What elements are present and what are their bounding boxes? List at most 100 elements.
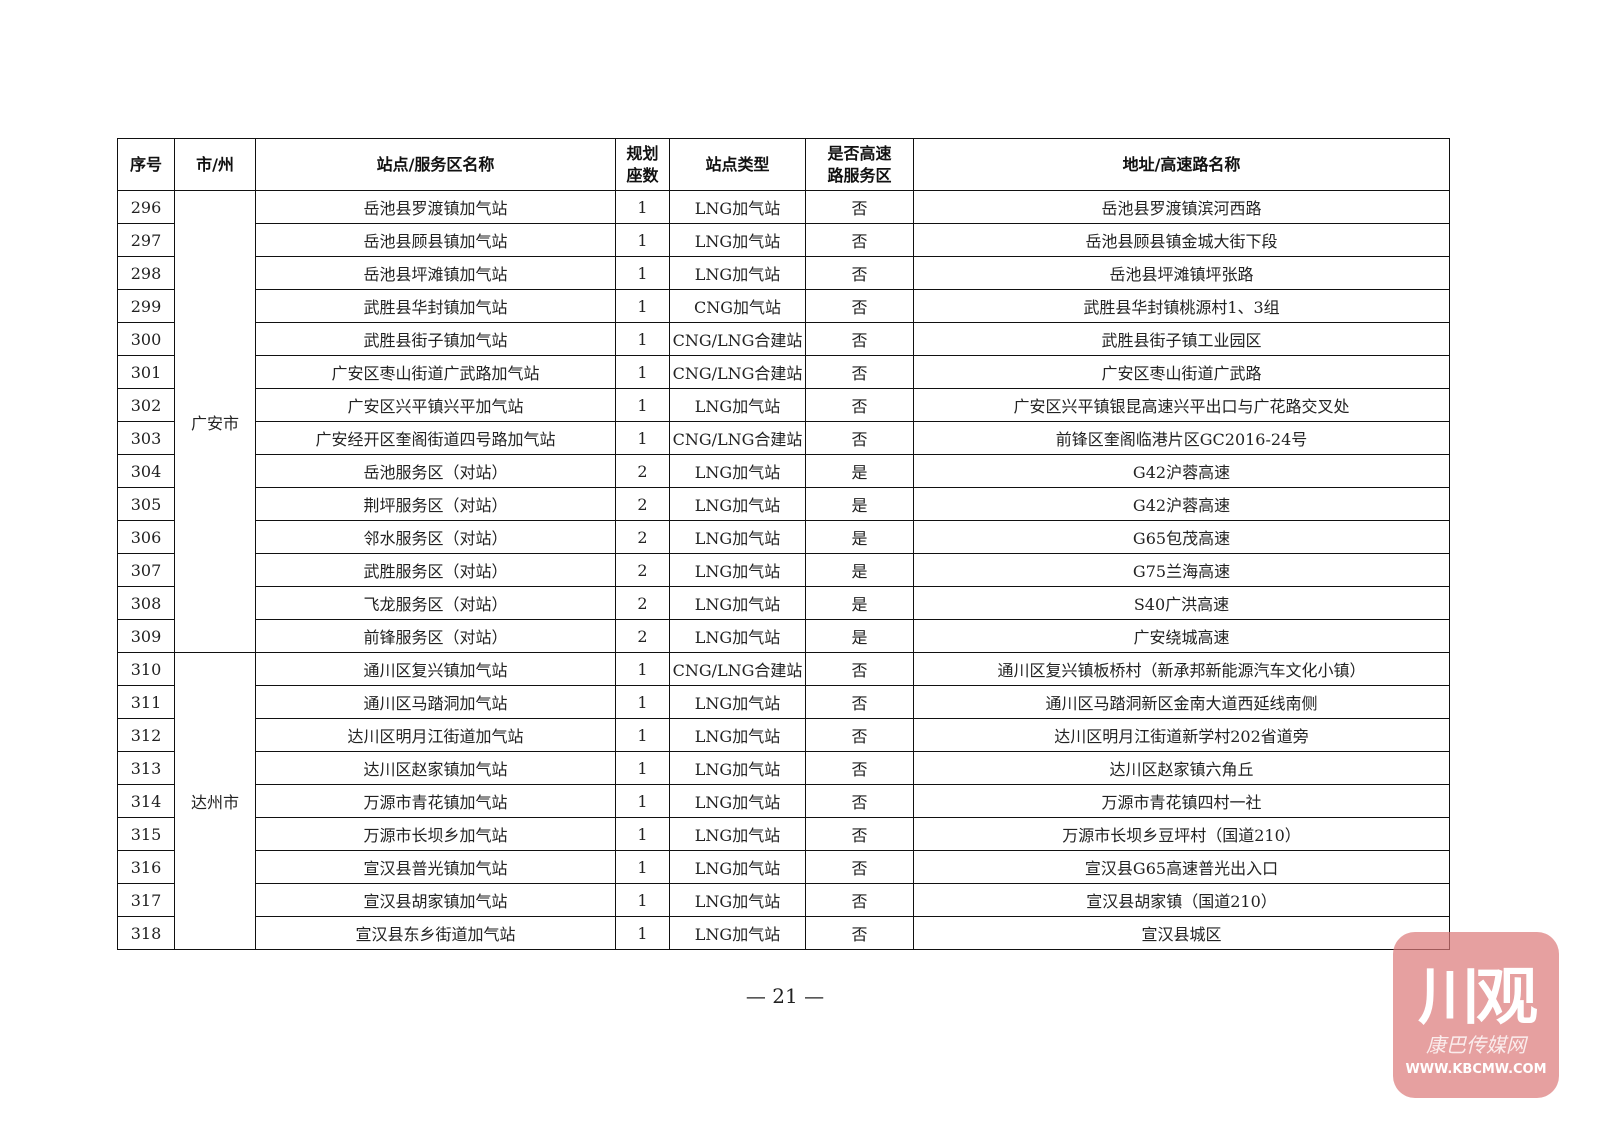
- cell-station-name: 前锋服务区（对站）: [255, 619, 616, 653]
- table-row: 303 广安经开区奎阁街道四号路加气站 1 CNG/LNG合建站否前锋区奎阁临港片区G…: [117, 421, 1450, 455]
- cell-address: 前锋区奎阁临港片区GC2016-24号: [913, 421, 1450, 455]
- cell-is-highway: 否: [805, 421, 914, 455]
- cell-planned-count: 2: [615, 454, 670, 488]
- table-row: 305 荆坪服务区（对站） 2 LNG加气站是 G42沪蓉高速: [117, 487, 1450, 521]
- header-station-name: 站点/服务区名称: [255, 138, 616, 191]
- cell-station-type: LNG加气站: [669, 487, 806, 521]
- watermark-sub: 康巴传媒网: [1426, 1033, 1526, 1057]
- table-row: 300 武胜县街子镇加气站 1 CNG/LNG合建站否武胜县街子镇工业园区: [117, 322, 1450, 356]
- cell-planned-count: 1: [615, 916, 670, 950]
- cell-index: 302: [117, 388, 175, 422]
- cell-planned-count: 1: [615, 289, 670, 323]
- cell-station-type: LNG加气站: [669, 388, 806, 422]
- cell-station-type: LNG加气站: [669, 454, 806, 488]
- cell-address: 武胜县华封镇桃源村1、3组: [913, 289, 1450, 323]
- cell-index: 312: [117, 718, 175, 752]
- table-row: 297 岳池县顾县镇加气站 1 LNG加气站否岳池县顾县镇金城大街下段: [117, 223, 1450, 257]
- cell-address: 达川区赵家镇六角丘: [913, 751, 1450, 785]
- cell-address: 达川区明月江街道新学村202省道旁: [913, 718, 1450, 752]
- cell-is-highway: 否: [805, 652, 914, 686]
- cell-planned-count: 1: [615, 850, 670, 884]
- page-number: — 21 —: [745, 984, 825, 1008]
- watermark-logo: 川观 康巴传媒网 WWW.KBCMW.COM: [1393, 932, 1559, 1098]
- cell-planned-count: 1: [615, 718, 670, 752]
- cell-station-name: 邻水服务区（对站）: [255, 520, 616, 554]
- cell-index: 298: [117, 256, 175, 290]
- cell-is-highway: 否: [805, 223, 914, 257]
- cell-station-type: LNG加气站: [669, 850, 806, 884]
- watermark-logo-text: 川观: [1417, 960, 1538, 1033]
- cell-station-name: 武胜县华封镇加气站: [255, 289, 616, 323]
- cell-is-highway: 否: [805, 850, 914, 884]
- cell-index: 303: [117, 421, 175, 455]
- cell-index: 316: [117, 850, 175, 884]
- table-row: 311 通川区马踏洞加气站 1 LNG加气站否通川区马踏洞新区金南大道西延线南侧: [117, 685, 1450, 719]
- cell-index: 304: [117, 454, 175, 488]
- cell-address: 通川区马踏洞新区金南大道西延线南侧: [913, 685, 1450, 719]
- cell-address: G42沪蓉高速: [913, 454, 1450, 488]
- cell-address: 广安区兴平镇银昆高速兴平出口与广花路交叉处: [913, 388, 1450, 422]
- cell-station-type: LNG加气站: [669, 817, 806, 851]
- cell-index: 296: [117, 190, 175, 224]
- cell-station-name: 达川区赵家镇加气站: [255, 751, 616, 785]
- table-row: 318 宣汉县东乡街道加气站 1 LNG加气站否宣汉县城区: [117, 916, 1450, 950]
- table-row: 299 武胜县华封镇加气站 1 CNG加气站否武胜县华封镇桃源村1、3组: [117, 289, 1450, 323]
- cell-address: 万源市青花镇四村一社: [913, 784, 1450, 818]
- cell-is-highway: 否: [805, 256, 914, 290]
- cell-city: 达州市: [174, 652, 256, 950]
- cell-address: 广安区枣山街道广武路: [913, 355, 1450, 389]
- table-row: 296 广安市 岳池县罗渡镇加气站 1 LNG加气站否岳池县罗渡镇滨河西路: [117, 190, 1450, 653]
- table-row: 315 万源市长坝乡加气站 1 LNG加气站否万源市长坝乡豆坪村（国道210）: [117, 817, 1450, 851]
- cell-is-highway: 否: [805, 685, 914, 719]
- cell-address: 岳池县顾县镇金城大街下段: [913, 223, 1450, 257]
- cell-planned-count: 1: [615, 355, 670, 389]
- cell-station-type: CNG/LNG合建站: [669, 652, 806, 686]
- cell-index: 307: [117, 553, 175, 587]
- cell-is-highway: 是: [805, 487, 914, 521]
- cell-is-highway: 是: [805, 619, 914, 653]
- cell-planned-count: 1: [615, 322, 670, 356]
- cell-address: 宣汉县城区: [913, 916, 1450, 950]
- cell-planned-count: 2: [615, 520, 670, 554]
- cell-address: 广安绕城高速: [913, 619, 1450, 653]
- cell-station-name: 达川区明月江街道加气站: [255, 718, 616, 752]
- cell-station-type: LNG加气站: [669, 718, 806, 752]
- header-address: 地址/高速路名称: [913, 138, 1450, 191]
- cell-is-highway: 否: [805, 817, 914, 851]
- cell-station-name: 岳池县顾县镇加气站: [255, 223, 616, 257]
- header-index: 序号: [117, 138, 175, 191]
- cell-index: 299: [117, 289, 175, 323]
- cell-planned-count: 2: [615, 586, 670, 620]
- cell-city: 广安市: [174, 190, 256, 653]
- cell-station-name: 广安经开区奎阁街道四号路加气站: [255, 421, 616, 455]
- cell-index: 309: [117, 619, 175, 653]
- cell-planned-count: 1: [615, 421, 670, 455]
- cell-is-highway: 是: [805, 454, 914, 488]
- cell-station-name: 宣汉县普光镇加气站: [255, 850, 616, 884]
- cell-planned-count: 1: [615, 751, 670, 785]
- cell-planned-count: 2: [615, 487, 670, 521]
- cell-station-type: LNG加气站: [669, 553, 806, 587]
- table-row: 309 前锋服务区（对站） 2 LNG加气站是广安绕城高速: [117, 619, 1450, 653]
- cell-station-name: 武胜县街子镇加气站: [255, 322, 616, 356]
- cell-address: G42沪蓉高速: [913, 487, 1450, 521]
- cell-address: G65包茂高速: [913, 520, 1450, 554]
- cell-address: 宣汉县G65高速普光出入口: [913, 850, 1450, 884]
- cell-index: 311: [117, 685, 175, 719]
- table-row: 316 宣汉县普光镇加气站 1 LNG加气站否宣汉县G65高速普光出入口: [117, 850, 1450, 884]
- cell-station-type: LNG加气站: [669, 619, 806, 653]
- cell-station-name: 广安区兴平镇兴平加气站: [255, 388, 616, 422]
- table-row: 312 达川区明月江街道加气站 1 LNG加气站否达川区明月江街道新学村202省道旁: [117, 718, 1450, 752]
- cell-planned-count: 1: [615, 784, 670, 818]
- cell-station-type: CNG/LNG合建站: [669, 322, 806, 356]
- header-planned-count: 规划 座数: [615, 138, 670, 191]
- cell-address: 岳池县坪滩镇坪张路: [913, 256, 1450, 290]
- cell-station-name: 岳池县罗渡镇加气站: [255, 190, 616, 224]
- cell-is-highway: 否: [805, 355, 914, 389]
- cell-station-type: LNG加气站: [669, 916, 806, 950]
- header-city: 市/州: [174, 138, 256, 191]
- cell-index: 305: [117, 487, 175, 521]
- cell-address: 宣汉县胡家镇（国道210）: [913, 883, 1450, 917]
- cell-station-type: LNG加气站: [669, 190, 806, 224]
- cell-is-highway: 否: [805, 190, 914, 224]
